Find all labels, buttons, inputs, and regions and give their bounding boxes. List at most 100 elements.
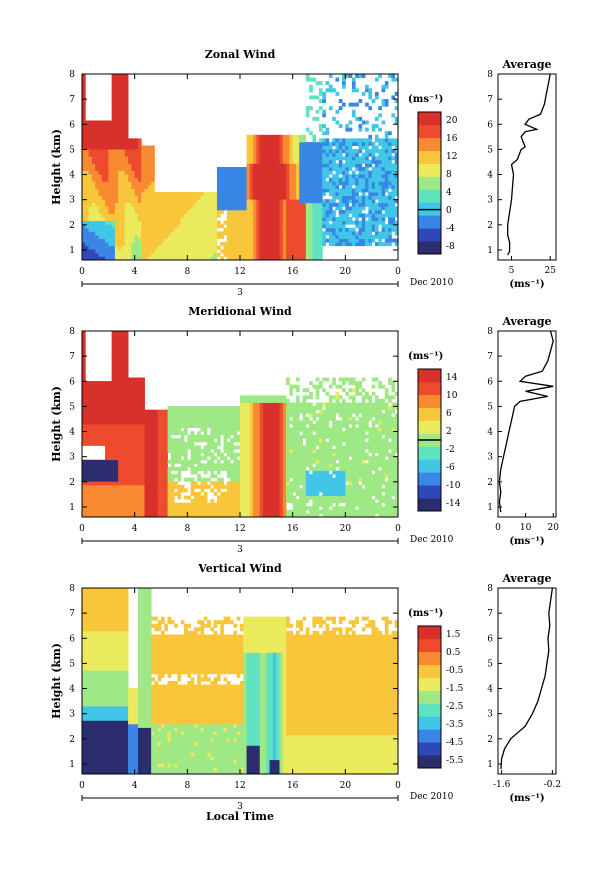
heatmap-cell <box>270 503 274 507</box>
heatmap-cell <box>138 417 142 421</box>
heatmap-cell <box>158 192 162 196</box>
heatmap-cell <box>105 413 109 417</box>
heatmap-cell <box>161 206 165 210</box>
heatmap-cell <box>230 456 234 460</box>
heatmap-cell <box>266 246 270 250</box>
heatmap-cell <box>138 149 142 153</box>
heatmap-cell <box>309 210 313 214</box>
heatmap-cell <box>247 420 251 424</box>
heatmap-cell <box>138 424 142 428</box>
heatmap-cell <box>115 478 119 482</box>
heatmap-cell <box>365 160 369 164</box>
heatmap-cell <box>303 199 307 203</box>
heatmap-cell <box>85 467 89 471</box>
heatmap-cell <box>391 113 395 117</box>
heatmap-cell <box>131 485 135 489</box>
heatmap-cell <box>187 438 191 442</box>
heatmap-cell <box>309 203 313 207</box>
heatmap-cell <box>108 496 112 500</box>
heatmap-cell <box>131 149 135 153</box>
heatmap-cell <box>158 478 162 482</box>
heatmap-cell <box>256 160 260 164</box>
heatmap-cell <box>378 196 382 200</box>
heatmap-cell <box>171 449 175 453</box>
heatmap-cell <box>250 196 254 200</box>
heatmap-cell <box>345 185 349 189</box>
heatmap-cell <box>365 239 369 243</box>
heatmap-cell <box>102 246 106 250</box>
heatmap-cell <box>240 217 244 221</box>
heatmap-cell <box>135 492 139 496</box>
heatmap-cell <box>184 478 188 482</box>
heatmap-cell <box>250 496 254 500</box>
heatmap-cell <box>141 214 145 218</box>
heatmap-cell <box>230 499 234 503</box>
heatmap-cell <box>108 231 112 235</box>
heatmap-cell <box>243 488 247 492</box>
heatmap-cell <box>191 453 195 457</box>
heatmap-cell <box>220 428 224 432</box>
heatmap-cell <box>148 174 152 178</box>
heatmap-cell <box>148 246 152 250</box>
heatmap-cell <box>224 420 228 424</box>
heatmap-cell <box>184 221 188 225</box>
heatmap-cell <box>345 163 349 167</box>
heatmap-cell <box>355 185 359 189</box>
heatmap-cell <box>237 420 241 424</box>
heatmap-cell <box>372 196 376 200</box>
heatmap-cell <box>204 467 208 471</box>
heatmap-cell <box>102 438 106 442</box>
heatmap-cell <box>256 467 260 471</box>
heatmap-cell <box>115 210 119 214</box>
heatmap-cell <box>270 181 274 185</box>
heatmap-cell <box>98 424 102 428</box>
heatmap-cell <box>233 239 237 243</box>
heatmap-cell <box>253 231 257 235</box>
heatmap-cell <box>118 349 122 353</box>
heatmap-cell <box>168 228 172 232</box>
heatmap-cell <box>312 178 316 182</box>
heatmap-cell <box>214 506 218 510</box>
heatmap-cell <box>270 506 274 510</box>
heatmap-cell <box>378 74 382 78</box>
heatmap-cell <box>112 463 116 467</box>
heatmap-cell <box>273 188 277 192</box>
heatmap-cell <box>270 481 274 485</box>
heatmap-cell <box>184 210 188 214</box>
heatmap-cell <box>102 428 106 432</box>
heatmap-cell <box>362 160 366 164</box>
heatmap-cell <box>332 217 336 221</box>
heatmap-cell <box>263 206 267 210</box>
heatmap-cell <box>299 163 303 167</box>
average-x-tick-label: 25 <box>544 266 556 276</box>
heatmap-cell <box>283 146 287 150</box>
heatmap-cell <box>256 235 260 239</box>
heatmap-cell <box>82 85 86 89</box>
heatmap-cell <box>332 228 336 232</box>
heatmap-cell <box>378 106 382 110</box>
heatmap-cell <box>181 417 185 421</box>
heatmap-cell <box>270 406 274 410</box>
heatmap-cell <box>168 246 172 250</box>
heatmap-cell <box>303 181 307 185</box>
heatmap-cell <box>201 435 205 439</box>
heatmap-cell <box>365 128 369 132</box>
heatmap-cell <box>201 496 205 500</box>
heatmap-cell <box>247 160 251 164</box>
heatmap-cell <box>85 442 89 446</box>
heatmap-cell <box>250 221 254 225</box>
heatmap-cell <box>352 88 356 92</box>
heatmap-cell <box>118 135 122 139</box>
heatmap-cell <box>388 196 392 200</box>
heatmap-cell <box>220 249 224 253</box>
heatmap-cell <box>102 235 106 239</box>
heatmap-cell <box>171 510 175 514</box>
heatmap-cell <box>296 149 300 153</box>
heatmap-cell <box>112 467 116 471</box>
heatmap-cell <box>256 506 260 510</box>
heatmap-cell <box>326 163 330 167</box>
heatmap-cell <box>125 467 129 471</box>
heatmap-cell <box>92 199 96 203</box>
heatmap-cell <box>240 510 244 514</box>
heatmap-cell <box>118 99 122 103</box>
